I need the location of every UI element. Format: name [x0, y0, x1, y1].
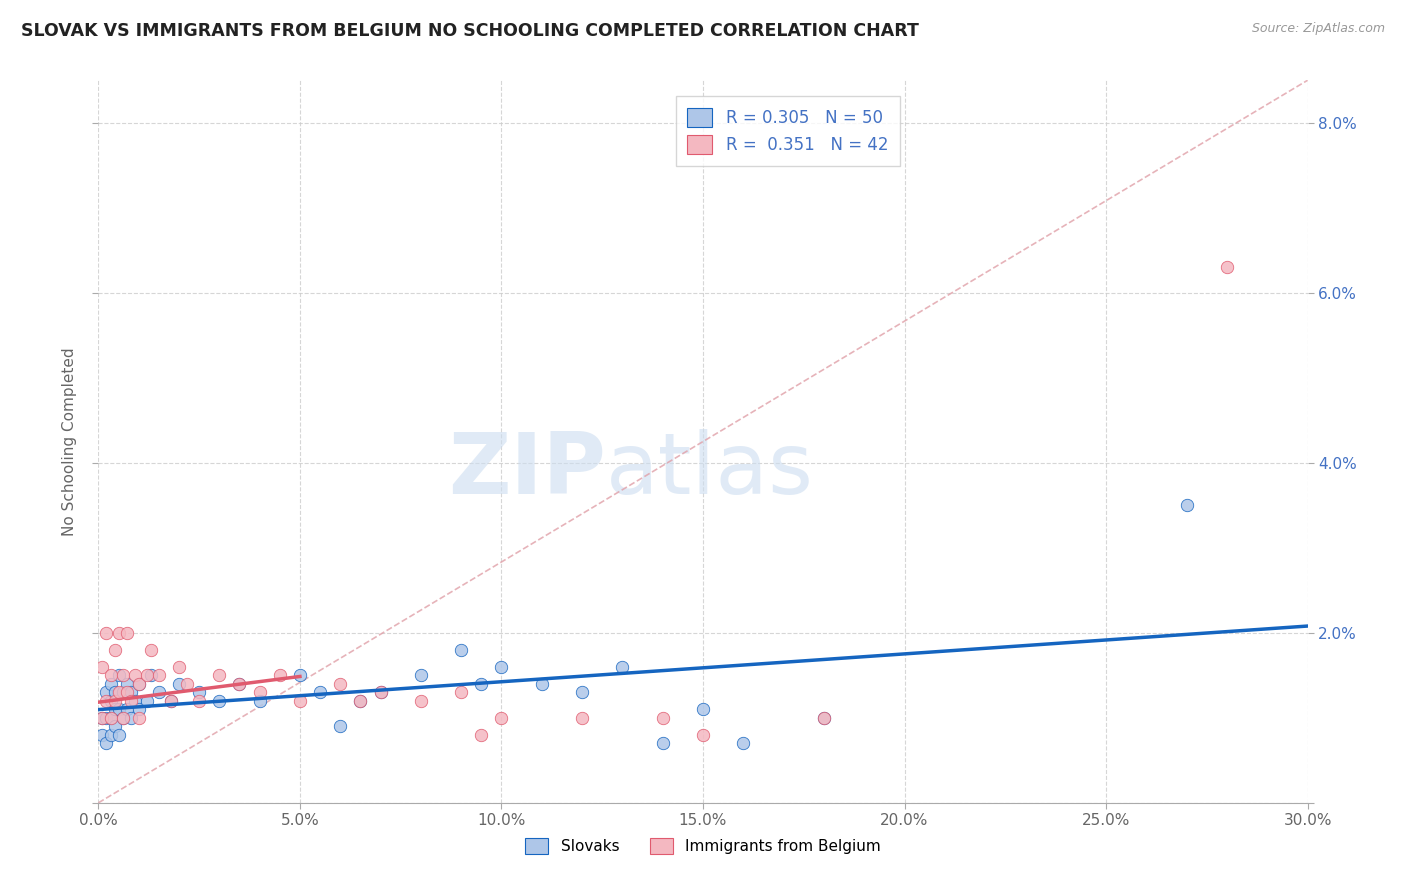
- Point: [107, 685, 129, 699]
- Point: [135, 668, 157, 682]
- Text: atlas: atlas: [606, 429, 814, 512]
- Point: [349, 694, 371, 708]
- Point: [96, 694, 118, 708]
- Point: [571, 711, 593, 725]
- Point: [91, 711, 114, 725]
- Point: [167, 677, 190, 691]
- Point: [124, 668, 146, 682]
- Point: [111, 668, 134, 682]
- Point: [100, 728, 122, 742]
- Point: [96, 736, 118, 750]
- Point: [148, 668, 170, 682]
- Point: [491, 711, 513, 725]
- Point: [128, 702, 150, 716]
- Point: [160, 694, 183, 708]
- Point: [124, 694, 146, 708]
- Point: [208, 668, 231, 682]
- Point: [813, 711, 835, 725]
- Point: [111, 685, 134, 699]
- Point: [139, 642, 162, 657]
- Point: [111, 711, 134, 725]
- Point: [91, 711, 114, 725]
- Point: [249, 685, 271, 699]
- Point: [288, 668, 311, 682]
- Point: [103, 685, 125, 699]
- Point: [651, 736, 673, 750]
- Point: [349, 694, 371, 708]
- Point: [100, 694, 122, 708]
- Point: [96, 711, 118, 725]
- Y-axis label: No Schooling Completed: No Schooling Completed: [62, 347, 77, 536]
- Point: [692, 702, 714, 716]
- Point: [103, 719, 125, 733]
- Point: [329, 719, 352, 733]
- Point: [115, 677, 138, 691]
- Point: [103, 694, 125, 708]
- Point: [91, 660, 114, 674]
- Point: [249, 694, 271, 708]
- Point: [115, 702, 138, 716]
- Point: [103, 702, 125, 716]
- Point: [692, 728, 714, 742]
- Point: [91, 728, 114, 742]
- Point: [733, 736, 755, 750]
- Point: [100, 711, 122, 725]
- Point: [167, 660, 190, 674]
- Point: [120, 694, 142, 708]
- Point: [329, 677, 352, 691]
- Point: [100, 711, 122, 725]
- Point: [1216, 260, 1239, 275]
- Point: [269, 668, 291, 682]
- Point: [288, 694, 311, 708]
- Point: [115, 685, 138, 699]
- Point: [103, 642, 125, 657]
- Point: [409, 668, 432, 682]
- Point: [188, 694, 211, 708]
- Point: [128, 711, 150, 725]
- Point: [370, 685, 392, 699]
- Point: [450, 685, 472, 699]
- Point: [100, 668, 122, 682]
- Point: [160, 694, 183, 708]
- Point: [571, 685, 593, 699]
- Point: [96, 685, 118, 699]
- Point: [111, 711, 134, 725]
- Point: [107, 702, 129, 716]
- Point: [813, 711, 835, 725]
- Point: [115, 625, 138, 640]
- Point: [107, 625, 129, 640]
- Point: [100, 677, 122, 691]
- Point: [1175, 498, 1198, 512]
- Text: SLOVAK VS IMMIGRANTS FROM BELGIUM NO SCHOOLING COMPLETED CORRELATION CHART: SLOVAK VS IMMIGRANTS FROM BELGIUM NO SCH…: [21, 22, 920, 40]
- Point: [107, 668, 129, 682]
- Point: [370, 685, 392, 699]
- Point: [228, 677, 250, 691]
- Point: [120, 711, 142, 725]
- Legend: Slovaks, Immigrants from Belgium: Slovaks, Immigrants from Belgium: [519, 832, 887, 860]
- Point: [148, 685, 170, 699]
- Point: [128, 677, 150, 691]
- Point: [96, 625, 118, 640]
- Point: [188, 685, 211, 699]
- Point: [651, 711, 673, 725]
- Point: [176, 677, 198, 691]
- Point: [409, 694, 432, 708]
- Point: [120, 685, 142, 699]
- Point: [128, 677, 150, 691]
- Point: [470, 728, 492, 742]
- Point: [491, 660, 513, 674]
- Point: [208, 694, 231, 708]
- Point: [530, 677, 553, 691]
- Point: [107, 728, 129, 742]
- Point: [135, 694, 157, 708]
- Text: Source: ZipAtlas.com: Source: ZipAtlas.com: [1251, 22, 1385, 36]
- Text: ZIP: ZIP: [449, 429, 606, 512]
- Point: [228, 677, 250, 691]
- Point: [309, 685, 332, 699]
- Point: [612, 660, 634, 674]
- Point: [450, 642, 472, 657]
- Point: [470, 677, 492, 691]
- Point: [139, 668, 162, 682]
